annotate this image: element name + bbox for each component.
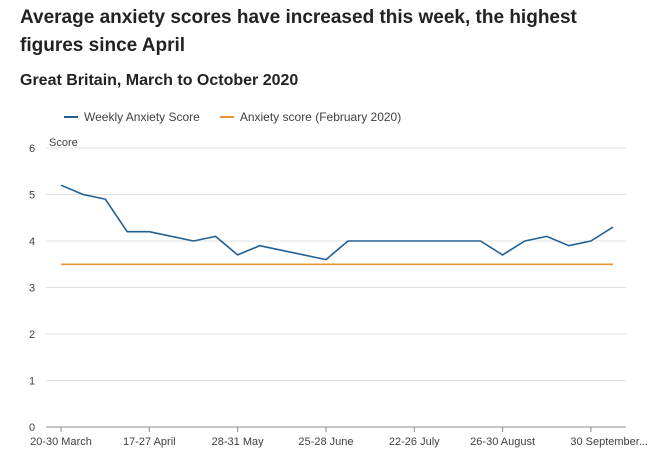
y-tick-label-4: 4	[29, 236, 35, 248]
y-tick-label-0: 0	[29, 422, 35, 434]
x-tick-label-8: 28-31 May	[212, 436, 264, 448]
chart-subtitle: Great Britain, March to October 2020	[20, 72, 299, 89]
legend-swatch-february	[219, 116, 234, 118]
x-tick-label-16: 22-26 July	[389, 436, 440, 448]
legend-item-february: Anxiety score (February 2020)	[219, 110, 402, 124]
y-tick-label-2: 2	[29, 329, 35, 341]
y-tick-label-3: 3	[29, 283, 35, 295]
x-tick-label-20: 26-30 August	[470, 436, 535, 448]
chart-title: Average anxiety scores have increased th…	[20, 7, 577, 56]
legend-item-weekly: Weekly Anxiety Score	[64, 110, 200, 124]
y-axis-label: Score	[49, 137, 78, 149]
x-tick-label-24: 30 September...	[570, 436, 648, 448]
x-tick-label-12: 25-28 June	[298, 436, 353, 448]
legend: Weekly Anxiety Score Anxiety score (Febr…	[64, 110, 401, 124]
y-tick-label-6: 6	[29, 143, 35, 155]
y-tick-label-5: 5	[29, 190, 35, 202]
x-tick-label-0: 20-30 March	[30, 436, 92, 448]
legend-label-february: Anxiety score (February 2020)	[239, 110, 402, 124]
y-tick-label-1: 1	[29, 376, 35, 388]
legend-label-weekly: Weekly Anxiety Score	[84, 110, 200, 124]
x-tick-label-4: 17-27 April	[123, 436, 176, 448]
legend-swatch-weekly	[64, 116, 78, 118]
series-line-0	[60, 184, 614, 261]
